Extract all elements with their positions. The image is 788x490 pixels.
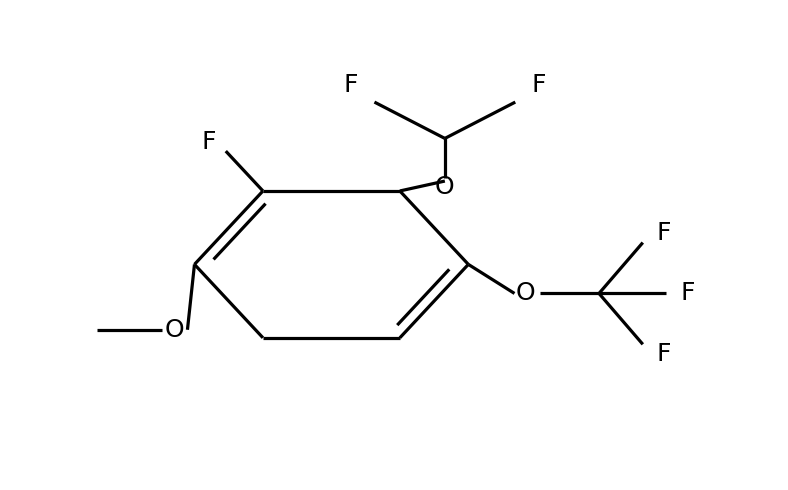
Text: F: F <box>201 130 216 154</box>
Text: F: F <box>531 73 546 97</box>
Text: F: F <box>344 73 359 97</box>
Text: O: O <box>515 281 535 305</box>
Text: O: O <box>435 175 455 199</box>
Text: F: F <box>680 281 695 305</box>
Text: O: O <box>165 318 184 342</box>
Text: F: F <box>656 221 671 245</box>
Text: F: F <box>656 342 671 366</box>
